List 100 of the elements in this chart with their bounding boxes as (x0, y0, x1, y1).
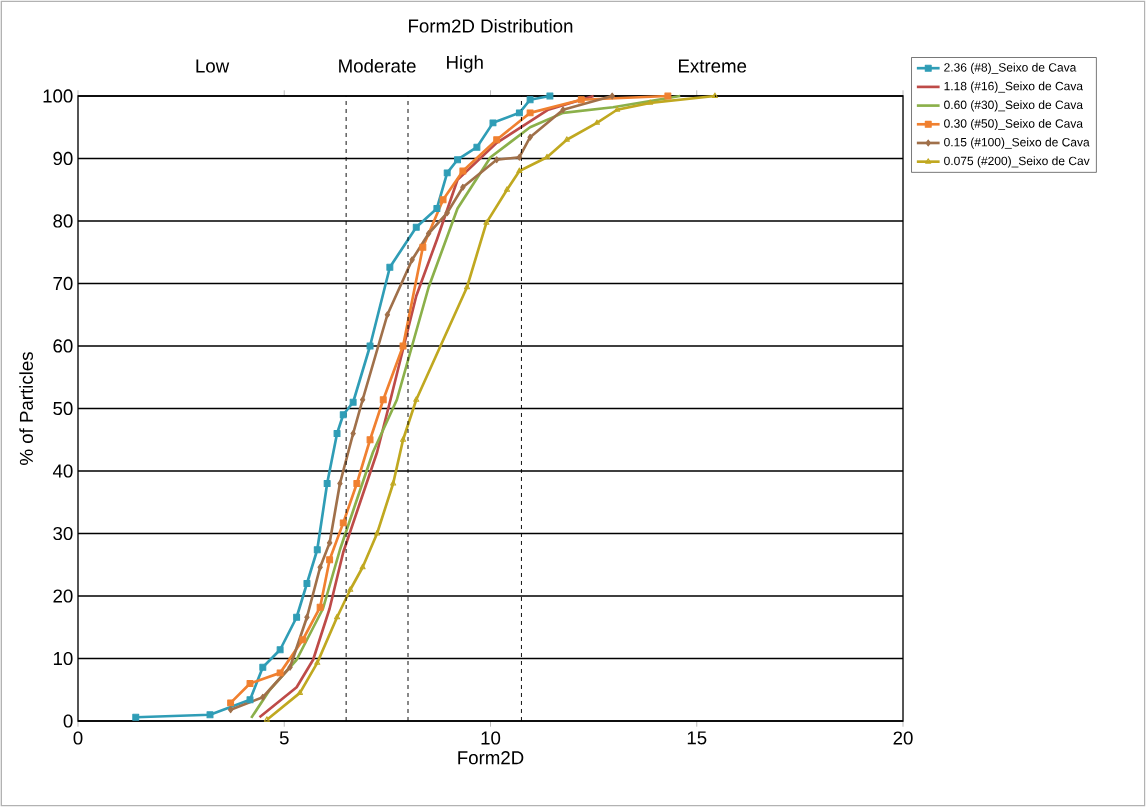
point (366, 436, 374, 444)
point (425, 230, 432, 237)
point (439, 196, 447, 204)
point (609, 92, 615, 100)
point (493, 136, 501, 144)
point (323, 480, 331, 487)
point (560, 106, 566, 114)
point (546, 92, 554, 100)
legend-label: 0.60 (#30)_Seixo de Cava (944, 100, 1084, 112)
point (454, 156, 461, 164)
y-tick-label: 40 (52, 464, 73, 478)
x-tick-label: 20 (893, 731, 913, 745)
legend-label: 0.075 (#200)_Seixo de Cav (944, 156, 1090, 168)
point (287, 663, 293, 671)
point (460, 183, 466, 191)
y-tick-label: 100 (43, 89, 73, 103)
y-tick-label: 50 (53, 401, 73, 416)
legend-label: 1.18 (#16)_Seixo de Cava (944, 81, 1084, 93)
point (314, 659, 321, 665)
point (711, 92, 718, 98)
point (276, 646, 284, 654)
legend-label: 0.30 (#50)_Seixo de Cava (944, 118, 1084, 131)
text: High (447, 55, 483, 73)
point (399, 436, 407, 442)
point (227, 706, 234, 714)
chart-title: Form2D Distribution (409, 18, 573, 33)
point (493, 156, 500, 164)
point (593, 119, 601, 125)
text: Low (196, 59, 230, 73)
point (339, 411, 347, 419)
legend-label: 2.36 (#8)_Seixo de Cava (944, 62, 1077, 75)
point (316, 603, 324, 611)
point (246, 696, 254, 704)
point (664, 92, 672, 100)
point (463, 283, 471, 290)
point (313, 546, 321, 554)
point (206, 711, 214, 719)
point (563, 136, 570, 142)
point (333, 430, 341, 437)
y-tick-label: 70 (53, 276, 73, 291)
point (304, 613, 310, 621)
point (260, 693, 266, 701)
point (263, 716, 270, 722)
point (515, 109, 523, 117)
y-axis-title: % of Particles (19, 352, 33, 465)
y-tick-label: 80 (53, 214, 73, 228)
x-tick-label: 10 (481, 731, 501, 745)
point (483, 219, 490, 225)
point (366, 342, 374, 350)
x-axis-title: Form2D (458, 751, 524, 765)
y-tick-label: 60 (53, 339, 73, 353)
point (413, 396, 420, 402)
point (349, 398, 357, 406)
point (443, 169, 451, 177)
point (347, 586, 354, 592)
point (379, 396, 387, 404)
point (359, 396, 366, 404)
point (526, 96, 534, 104)
point (227, 699, 235, 707)
point (326, 556, 334, 564)
point (516, 153, 523, 161)
point (503, 186, 511, 192)
point (259, 663, 267, 671)
y-tick-label: 10 (53, 651, 73, 666)
point (373, 530, 381, 536)
point (303, 580, 311, 587)
point (339, 519, 347, 527)
point (433, 205, 441, 212)
point (337, 480, 343, 487)
text: Moderate (339, 58, 416, 73)
point (473, 143, 481, 151)
point (526, 109, 534, 117)
point (419, 243, 427, 251)
y-tick-label: 30 (53, 526, 73, 541)
point (527, 133, 533, 141)
point (412, 223, 420, 231)
point (489, 119, 497, 127)
y-tick-label: 90 (53, 151, 73, 166)
point (296, 689, 304, 695)
point (350, 430, 356, 437)
point (577, 96, 585, 104)
legend-label: 0.15 (#100)_Seixo de Cava (944, 137, 1090, 149)
y-tick-label: 0 (63, 714, 73, 728)
point (132, 713, 140, 721)
y-tick-label: 20 (53, 589, 73, 603)
point (647, 99, 654, 105)
point (614, 106, 621, 112)
point (299, 636, 307, 644)
point (246, 680, 254, 687)
point (353, 480, 361, 487)
text: Extreme (679, 59, 747, 73)
point (276, 669, 284, 677)
x-tick-label: 15 (687, 731, 707, 745)
point (444, 209, 450, 217)
point (409, 256, 415, 264)
point (459, 167, 467, 175)
point (399, 342, 407, 350)
point (333, 613, 341, 620)
point (317, 563, 323, 571)
point (516, 167, 523, 173)
